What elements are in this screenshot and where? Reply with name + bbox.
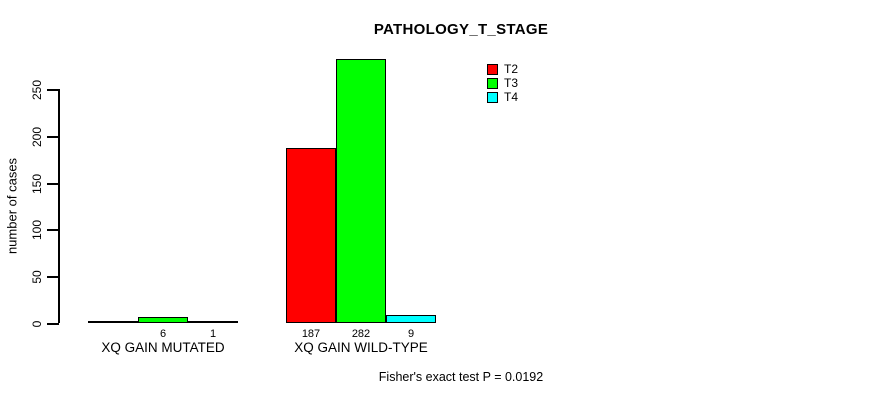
- chart-title: PATHOLOGY_T_STAGE: [373, 21, 549, 38]
- y-axis-line: [58, 89, 60, 323]
- legend-label: T2: [504, 62, 519, 76]
- y-tick: [47, 136, 59, 138]
- bar-count-label: 282: [351, 328, 371, 340]
- y-tick: [47, 323, 59, 325]
- bar-T2: [88, 321, 138, 323]
- y-axis-label: number of cases: [4, 157, 20, 255]
- y-tick: [47, 89, 59, 91]
- legend-label: T4: [504, 90, 519, 104]
- legend-swatch: [487, 63, 498, 75]
- y-tick-label: 100: [30, 219, 44, 240]
- legend: T2 T3 T4: [487, 62, 518, 104]
- bar-T4: [386, 315, 436, 323]
- legend-label: T3: [504, 76, 519, 90]
- legend-item: T3: [487, 76, 518, 90]
- bar-T4: [188, 321, 238, 323]
- y-tick: [47, 276, 59, 278]
- y-tick-label: 150: [30, 173, 44, 194]
- bar-count-label: 9: [407, 328, 415, 340]
- legend-item: T2: [487, 62, 518, 76]
- legend-item: T4: [487, 90, 518, 104]
- bar-T3: [336, 59, 386, 323]
- y-tick-label: 50: [30, 269, 44, 284]
- group-label: XQ GAIN WILD-TYPE: [294, 340, 428, 355]
- y-tick-label: 200: [30, 126, 44, 147]
- y-tick: [47, 183, 59, 185]
- legend-swatch: [487, 77, 498, 89]
- bar-T2: [286, 148, 336, 323]
- y-tick: [47, 229, 59, 231]
- stat-annotation: Fisher's exact test P = 0.0192: [378, 370, 544, 384]
- bar-T3: [138, 317, 188, 323]
- bar-count-label: 6: [159, 328, 167, 340]
- y-tick-label: 0: [30, 320, 44, 327]
- bar-count-label: 1: [209, 328, 217, 340]
- y-tick-label: 250: [30, 79, 44, 100]
- group-label: XQ GAIN MUTATED: [101, 340, 225, 355]
- legend-swatch: [487, 91, 498, 103]
- bar-count-label: 187: [301, 328, 321, 340]
